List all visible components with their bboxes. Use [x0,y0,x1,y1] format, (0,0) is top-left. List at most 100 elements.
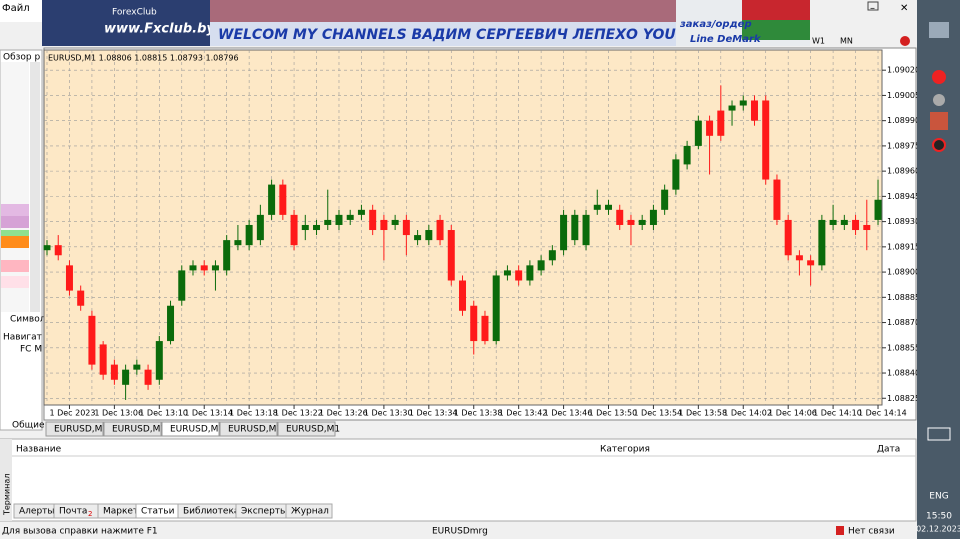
candle-body [593,204,601,210]
language[interactable]: ENG [929,492,948,502]
terminal-tab-label[interactable]: Библиотека [183,507,239,517]
y-tick-label: 1.08870 [887,318,920,327]
candle-body [863,224,871,231]
chart-tab[interactable] [103,421,162,437]
chart-tab-label[interactable]: EURUSD,M1 [54,425,108,435]
y-tick-label: 1.08900 [887,268,920,277]
x-tick-label: 1 Dec 13:54 [633,409,682,418]
terminal-tab-label[interactable]: Алерты [19,507,55,517]
candle-body [88,315,96,365]
candle-body [503,270,511,276]
terminal-tab[interactable] [285,503,333,519]
nav-item[interactable]: FC M [20,345,42,355]
x-tick-label: 1 Dec 13:18 [229,409,278,418]
clock-date[interactable]: 02.12.2023 [916,525,960,534]
candle-body [627,219,635,225]
candle-body [122,369,130,385]
y-tick-label: 1.09020 [887,66,920,75]
clock-time[interactable]: 15:50 [926,512,952,522]
candle-body [548,250,556,261]
candle-body [784,219,792,256]
chart-tab-label[interactable]: EURUSD,M1 [286,425,340,435]
column-header[interactable]: Категория [600,445,650,455]
chart-tab[interactable] [277,421,336,437]
task-icon[interactable] [932,138,946,152]
mail-badge: 2 [88,510,92,518]
task-icon[interactable] [929,22,949,38]
banner-left [42,0,210,46]
candle-body [470,305,478,342]
candle-body [223,240,231,271]
task-icon[interactable] [930,112,948,130]
candle-body [414,235,422,241]
terminal-tab-label[interactable]: Эксперты [241,507,287,517]
flag-green [742,20,810,40]
y-tick-label: 1.08885 [887,293,920,302]
terminal-tab-label[interactable]: Почта [59,507,87,517]
candle-body [335,214,343,225]
candle-body [672,159,680,190]
banner-brand: ForexClub [112,8,157,18]
column-header[interactable]: Дата [877,445,900,455]
candle-body [167,305,175,342]
banner-strip [210,0,676,22]
candle-body [739,100,747,106]
candle-body [268,184,276,215]
chart-tab-label[interactable]: EURUSD,M1 [112,425,166,435]
symbols-tab[interactable]: Символ [10,315,46,325]
keyboard-icon[interactable] [927,427,951,441]
status-profile: EURUSDmrg [432,527,488,537]
column-header[interactable]: Название [16,445,62,455]
candle-body [616,209,624,225]
close-button[interactable]: ✕ [900,3,908,14]
y-tick-label: 1.08855 [887,343,920,352]
terminal-tab-label[interactable]: Статьи [141,507,175,517]
chart-tab[interactable] [161,421,220,437]
task-icon[interactable] [933,94,945,106]
candle-body [526,265,534,281]
common-tab[interactable]: Общие [12,421,45,431]
x-tick-label: 1 Dec 13:14 [184,409,233,418]
candle-body [178,270,186,301]
y-tick-label: 1.08990 [887,116,920,125]
candle-body [436,219,444,241]
x-tick-label: 1 Dec 13:42 [499,409,548,418]
y-tick-label: 1.08840 [887,369,920,378]
x-tick-label: 1 Dec 13:38 [454,409,503,418]
task-icon[interactable] [932,70,946,84]
candle-body [605,204,612,210]
candle-body [807,260,815,266]
status-connection: Нет связи [848,527,895,537]
restore-button[interactable] [867,1,879,11]
chart-tab[interactable] [45,421,104,437]
candle-body [773,179,781,220]
candle-body [77,290,85,306]
candle-body [582,214,590,246]
banner-text: WELCOM MY CHANNELS ВАДИМ СЕРГЕЕВИЧ ЛЕПЕХ… [218,27,717,43]
candle-body [234,240,242,246]
timeframe-button[interactable]: W1 [812,37,825,46]
candle-body [492,275,500,342]
minimize-button[interactable]: – [870,3,875,14]
help-icon[interactable] [900,36,910,46]
candle-body [425,230,433,241]
y-tick-label: 1.09005 [887,91,920,100]
terminal-tab-label[interactable]: Маркет [103,507,138,517]
candle-body [661,189,669,210]
chart-tab-label[interactable]: EURUSD,M1 [170,425,224,435]
candle-body [571,214,579,241]
x-tick-label: 1 Dec 14:14 [858,409,907,418]
terminal-tab-label[interactable]: Журнал [291,507,329,517]
candle-body [245,224,253,246]
candle-body [279,184,287,215]
timeframe-button[interactable]: MN [840,37,853,46]
candle-body [54,245,62,256]
chart-tab-label[interactable]: EURUSD,M1 [228,425,282,435]
candle-body [313,224,321,231]
x-tick-label: 1 Dec 13:46 [544,409,593,418]
candle-body [694,120,702,146]
menu-file[interactable]: Файл [2,3,30,14]
y-tick-label: 1.08930 [887,217,920,226]
candle-body [750,100,758,121]
chart-tab[interactable] [219,421,278,437]
